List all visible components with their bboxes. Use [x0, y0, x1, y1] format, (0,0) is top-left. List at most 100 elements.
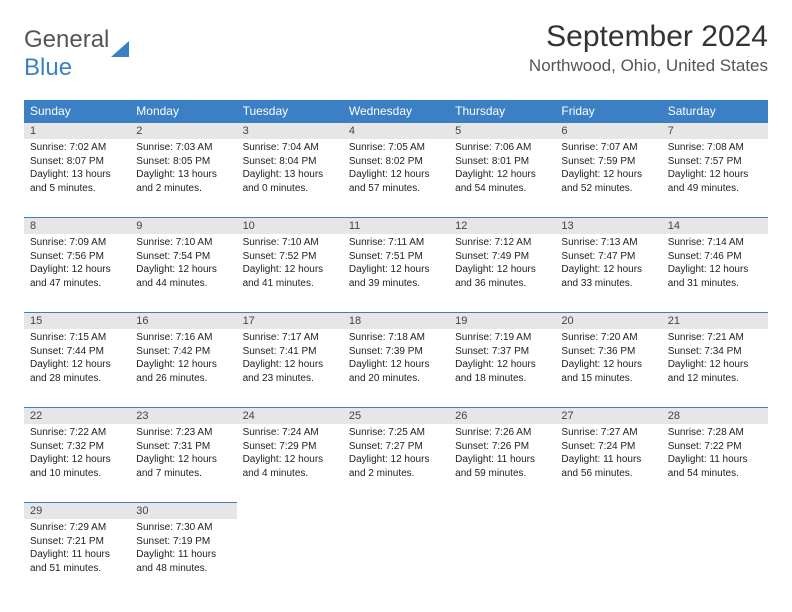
sunset-line: Sunset: 7:41 PM [243, 345, 337, 359]
sunrise-line: Sunrise: 7:10 AM [136, 236, 230, 250]
day-cell: Sunrise: 7:29 AMSunset: 7:21 PMDaylight:… [24, 519, 130, 597]
daylight-line: Daylight: 13 hours and 0 minutes. [243, 168, 337, 195]
day-number: 20 [555, 312, 661, 329]
day-cell: Sunrise: 7:10 AMSunset: 7:54 PMDaylight:… [130, 234, 236, 312]
month-title: September 2024 [529, 20, 768, 54]
day-number: 28 [662, 407, 768, 424]
day-cell: Sunrise: 7:27 AMSunset: 7:24 PMDaylight:… [555, 424, 661, 502]
sunset-line: Sunset: 7:57 PM [668, 155, 762, 169]
day-number: 12 [449, 217, 555, 234]
header: General Blue September 2024 Northwood, O… [24, 20, 768, 82]
sunset-line: Sunset: 7:56 PM [30, 250, 124, 264]
sunrise-line: Sunrise: 7:02 AM [30, 141, 124, 155]
day-number: 16 [130, 312, 236, 329]
sunset-line: Sunset: 7:47 PM [561, 250, 655, 264]
day-cell: Sunrise: 7:08 AMSunset: 7:57 PMDaylight:… [662, 139, 768, 217]
sunset-line: Sunset: 7:19 PM [136, 535, 230, 549]
daylight-line: Daylight: 11 hours and 48 minutes. [136, 548, 230, 575]
daylight-line: Daylight: 11 hours and 59 minutes. [455, 453, 549, 480]
sunrise-line: Sunrise: 7:26 AM [455, 426, 549, 440]
day-cell: Sunrise: 7:14 AMSunset: 7:46 PMDaylight:… [662, 234, 768, 312]
empty-cell [237, 502, 343, 519]
logo-text-general: General [24, 26, 109, 53]
day-cell: Sunrise: 7:12 AMSunset: 7:49 PMDaylight:… [449, 234, 555, 312]
day-number: 1 [24, 122, 130, 139]
sunrise-line: Sunrise: 7:23 AM [136, 426, 230, 440]
sunset-line: Sunset: 7:32 PM [30, 440, 124, 454]
logo-text: General Blue [24, 26, 109, 82]
daylight-line: Daylight: 12 hours and 52 minutes. [561, 168, 655, 195]
daylight-line: Daylight: 12 hours and 41 minutes. [243, 263, 337, 290]
day-number: 30 [130, 502, 236, 519]
sunrise-line: Sunrise: 7:22 AM [30, 426, 124, 440]
daylight-line: Daylight: 12 hours and 49 minutes. [668, 168, 762, 195]
day-number: 14 [662, 217, 768, 234]
sunrise-line: Sunrise: 7:16 AM [136, 331, 230, 345]
day-number: 25 [343, 407, 449, 424]
day-number: 23 [130, 407, 236, 424]
day-number: 3 [237, 122, 343, 139]
day-number: 9 [130, 217, 236, 234]
sunset-line: Sunset: 8:04 PM [243, 155, 337, 169]
day-header: Friday [555, 100, 661, 122]
sunrise-line: Sunrise: 7:03 AM [136, 141, 230, 155]
day-cell: Sunrise: 7:09 AMSunset: 7:56 PMDaylight:… [24, 234, 130, 312]
daylight-line: Daylight: 12 hours and 2 minutes. [349, 453, 443, 480]
daylight-line: Daylight: 12 hours and 54 minutes. [455, 168, 549, 195]
sunset-line: Sunset: 7:44 PM [30, 345, 124, 359]
logo-text-blue: Blue [24, 54, 72, 81]
daylight-line: Daylight: 13 hours and 5 minutes. [30, 168, 124, 195]
empty-cell [449, 519, 555, 597]
sunset-line: Sunset: 7:42 PM [136, 345, 230, 359]
day-cell: Sunrise: 7:28 AMSunset: 7:22 PMDaylight:… [662, 424, 768, 502]
sunrise-line: Sunrise: 7:14 AM [668, 236, 762, 250]
title-block: September 2024 Northwood, Ohio, United S… [529, 20, 768, 76]
day-cell: Sunrise: 7:22 AMSunset: 7:32 PMDaylight:… [24, 424, 130, 502]
daylight-line: Daylight: 13 hours and 2 minutes. [136, 168, 230, 195]
daylight-line: Daylight: 11 hours and 51 minutes. [30, 548, 124, 575]
day-header: Saturday [662, 100, 768, 122]
sunrise-line: Sunrise: 7:19 AM [455, 331, 549, 345]
sunset-line: Sunset: 7:31 PM [136, 440, 230, 454]
sunset-line: Sunset: 7:46 PM [668, 250, 762, 264]
daylight-line: Daylight: 12 hours and 12 minutes. [668, 358, 762, 385]
day-cell: Sunrise: 7:11 AMSunset: 7:51 PMDaylight:… [343, 234, 449, 312]
sunset-line: Sunset: 7:51 PM [349, 250, 443, 264]
daylight-line: Daylight: 12 hours and 7 minutes. [136, 453, 230, 480]
sunrise-line: Sunrise: 7:10 AM [243, 236, 337, 250]
sunset-line: Sunset: 7:36 PM [561, 345, 655, 359]
day-cell: Sunrise: 7:03 AMSunset: 8:05 PMDaylight:… [130, 139, 236, 217]
daylight-line: Daylight: 12 hours and 36 minutes. [455, 263, 549, 290]
day-cell: Sunrise: 7:13 AMSunset: 7:47 PMDaylight:… [555, 234, 661, 312]
day-cell: Sunrise: 7:19 AMSunset: 7:37 PMDaylight:… [449, 329, 555, 407]
empty-cell [662, 502, 768, 519]
sunset-line: Sunset: 8:02 PM [349, 155, 443, 169]
day-number: 13 [555, 217, 661, 234]
daylight-line: Daylight: 12 hours and 44 minutes. [136, 263, 230, 290]
day-number: 22 [24, 407, 130, 424]
sunrise-line: Sunrise: 7:25 AM [349, 426, 443, 440]
empty-cell [343, 502, 449, 519]
sunset-line: Sunset: 7:54 PM [136, 250, 230, 264]
day-number: 5 [449, 122, 555, 139]
sunset-line: Sunset: 7:22 PM [668, 440, 762, 454]
daylight-line: Daylight: 12 hours and 18 minutes. [455, 358, 549, 385]
day-number: 18 [343, 312, 449, 329]
sunset-line: Sunset: 8:01 PM [455, 155, 549, 169]
day-number: 19 [449, 312, 555, 329]
sunrise-line: Sunrise: 7:13 AM [561, 236, 655, 250]
sunset-line: Sunset: 7:37 PM [455, 345, 549, 359]
day-number: 8 [24, 217, 130, 234]
day-cell: Sunrise: 7:05 AMSunset: 8:02 PMDaylight:… [343, 139, 449, 217]
day-number: 17 [237, 312, 343, 329]
sunrise-line: Sunrise: 7:27 AM [561, 426, 655, 440]
sunrise-line: Sunrise: 7:05 AM [349, 141, 443, 155]
daylight-line: Daylight: 12 hours and 23 minutes. [243, 358, 337, 385]
day-number: 7 [662, 122, 768, 139]
day-cell: Sunrise: 7:02 AMSunset: 8:07 PMDaylight:… [24, 139, 130, 217]
daylight-line: Daylight: 12 hours and 10 minutes. [30, 453, 124, 480]
location-text: Northwood, Ohio, United States [529, 56, 768, 76]
daylight-line: Daylight: 11 hours and 54 minutes. [668, 453, 762, 480]
day-header: Sunday [24, 100, 130, 122]
day-cell: Sunrise: 7:17 AMSunset: 7:41 PMDaylight:… [237, 329, 343, 407]
